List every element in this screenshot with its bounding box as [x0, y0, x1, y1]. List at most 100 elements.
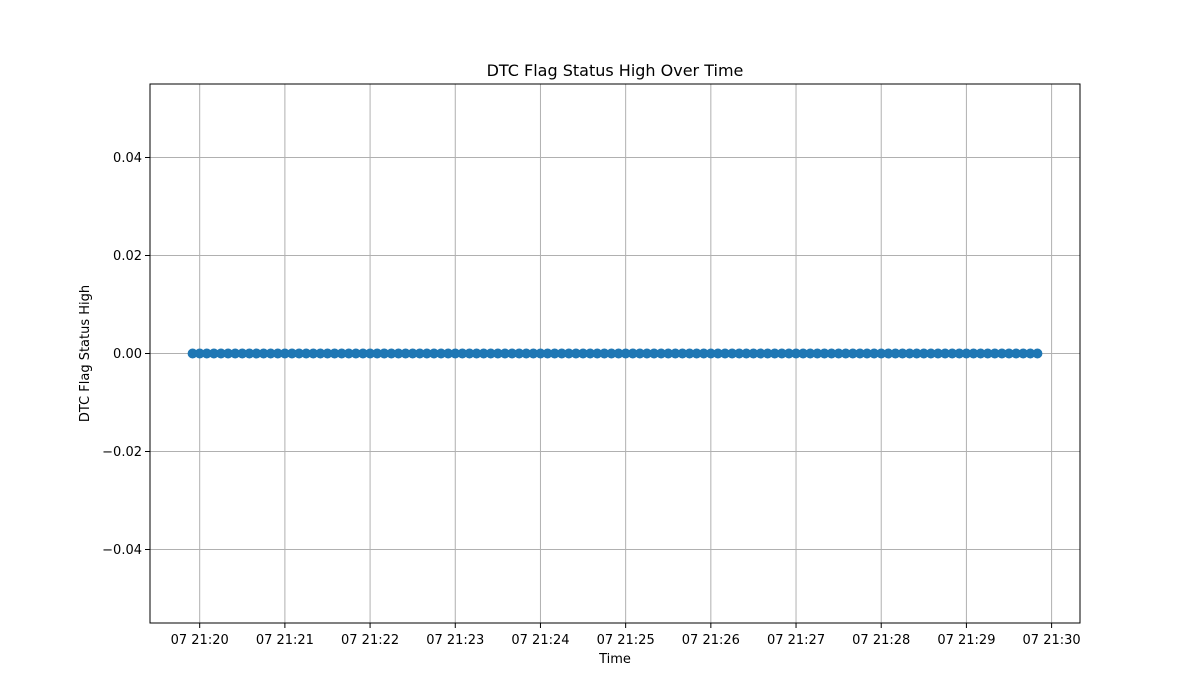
data-point	[556, 348, 567, 359]
x-tick-label: 07 21:24	[511, 633, 569, 648]
data-point	[918, 348, 929, 359]
x-tick-label: 07 21:27	[767, 633, 825, 648]
data-point	[862, 348, 873, 359]
data-point	[592, 348, 603, 359]
data-point	[336, 348, 347, 359]
data-point	[748, 348, 759, 359]
data-point	[627, 348, 638, 359]
data-point	[279, 348, 290, 359]
data-point	[890, 348, 901, 359]
data-point	[514, 348, 525, 359]
data-point	[187, 348, 198, 359]
data-point	[570, 348, 581, 359]
y-tick-label: −0.02	[102, 445, 142, 460]
data-point	[258, 348, 269, 359]
data-point	[563, 348, 574, 359]
data-point	[535, 348, 546, 359]
data-point	[663, 348, 674, 359]
data-point	[357, 348, 368, 359]
data-point	[876, 348, 887, 359]
data-point	[542, 348, 553, 359]
data-point	[308, 348, 319, 359]
x-tick-label: 07 21:20	[171, 633, 229, 648]
data-point	[684, 348, 695, 359]
data-point	[599, 348, 610, 359]
data-point	[705, 348, 716, 359]
x-axis: 07 21:20 07 21:21 07 21:22 07 21:23 07 21:24…	[171, 623, 1081, 648]
data-point	[791, 348, 802, 359]
y-axis-label: DTC Flag Status High	[78, 285, 93, 422]
data-point	[968, 348, 979, 359]
data-point	[521, 348, 532, 359]
data-point	[436, 348, 447, 359]
data-point	[812, 348, 823, 359]
x-tick-label: 07 21:22	[341, 633, 399, 648]
data-point	[982, 348, 993, 359]
data-point	[933, 348, 944, 359]
data-point	[649, 348, 660, 359]
data-point	[691, 348, 702, 359]
data-point	[237, 348, 248, 359]
data-point	[201, 348, 212, 359]
data-point	[883, 348, 894, 359]
data-point	[244, 348, 255, 359]
data-point	[223, 348, 234, 359]
x-tick-label: 07 21:25	[597, 633, 655, 648]
data-point	[365, 348, 376, 359]
data-point	[826, 348, 837, 359]
data-point	[315, 348, 326, 359]
data-point	[585, 348, 596, 359]
data-point	[989, 348, 1000, 359]
x-tick-label: 07 21:30	[1023, 633, 1081, 648]
data-point	[414, 348, 425, 359]
data-point	[769, 348, 780, 359]
data-point	[755, 348, 766, 359]
data-point	[606, 348, 617, 359]
data-point	[393, 348, 404, 359]
data-point	[854, 348, 865, 359]
x-tick-label: 07 21:26	[682, 633, 740, 648]
data-point	[350, 348, 361, 359]
data-point	[656, 348, 667, 359]
x-tick-label: 07 21:23	[426, 633, 484, 648]
data-point	[734, 348, 745, 359]
data-point	[329, 348, 340, 359]
chart-title: DTC Flag Status High Over Time	[487, 61, 744, 80]
data-point	[507, 348, 518, 359]
data-point	[294, 348, 305, 359]
data-point	[265, 348, 276, 359]
data-point	[386, 348, 397, 359]
x-axis-label: Time	[598, 652, 631, 667]
data-point	[925, 348, 936, 359]
data-point	[443, 348, 454, 359]
data-point	[833, 348, 844, 359]
data-point	[208, 348, 219, 359]
data-point	[776, 348, 787, 359]
data-point	[712, 348, 723, 359]
data-point	[471, 348, 482, 359]
data-point	[230, 348, 241, 359]
data-point	[840, 348, 851, 359]
data-point	[549, 348, 560, 359]
data-point	[720, 348, 731, 359]
y-tick-label: 0.02	[113, 249, 142, 264]
data-point	[464, 348, 475, 359]
y-tick-label: 0.00	[113, 347, 142, 362]
data-point	[485, 348, 496, 359]
data-point	[215, 348, 226, 359]
data-point	[911, 348, 922, 359]
data-point	[805, 348, 816, 359]
data-point	[634, 348, 645, 359]
data-point	[407, 348, 418, 359]
data-point	[322, 348, 333, 359]
data-point	[528, 348, 539, 359]
data-point	[670, 348, 681, 359]
data-point	[741, 348, 752, 359]
data-point	[961, 348, 972, 359]
data-point	[869, 348, 880, 359]
x-tick-label: 07 21:28	[852, 633, 910, 648]
data-point	[940, 348, 951, 359]
data-point	[343, 348, 354, 359]
data-point	[421, 348, 432, 359]
